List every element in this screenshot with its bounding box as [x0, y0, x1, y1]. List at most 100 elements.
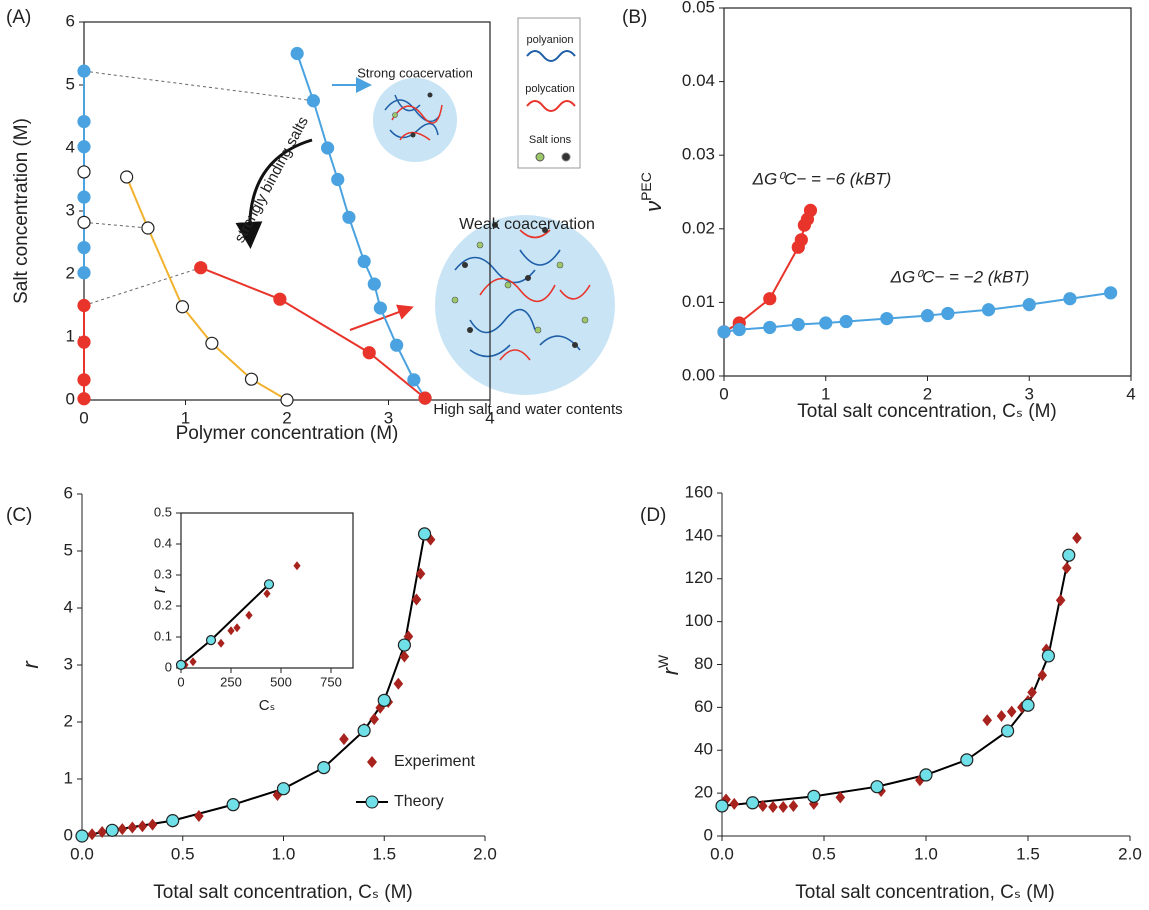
series-line [723, 210, 812, 333]
data-point [1072, 532, 1082, 545]
data-point [244, 372, 259, 386]
strong-coacervate-drop [373, 78, 457, 162]
y-tick-label: 0 [165, 659, 172, 674]
y-axis-title-sup: W [655, 654, 671, 668]
data-point [417, 527, 432, 541]
y-tick-label: 0.02 [682, 218, 715, 237]
data-point [982, 714, 992, 727]
legend-item: Experiment [367, 753, 475, 770]
x-tick-label: 0 [177, 674, 184, 689]
x-tick-label: 0.0 [70, 844, 94, 863]
annotation: ΔG⁰C− = −6 (kBT) [752, 169, 892, 188]
tie-line [83, 267, 201, 306]
data-point [321, 141, 335, 155]
data-point [397, 638, 411, 652]
data-point [317, 760, 331, 775]
y-tick-label: 60 [694, 697, 713, 716]
x-tick-label: 2.0 [473, 844, 497, 863]
data-point [263, 579, 275, 590]
data-point [870, 780, 884, 794]
data-point [77, 64, 91, 78]
data-point [127, 821, 138, 834]
y-axis-title-main: r [658, 666, 683, 675]
data-point [272, 788, 283, 801]
data-point [819, 316, 833, 330]
data-point [763, 320, 777, 335]
chain-icon [454, 249, 581, 358]
y-tick-label: 0.4 [154, 535, 172, 550]
data-point [137, 820, 148, 833]
y-tick-label: 5 [66, 74, 75, 93]
y-axis-title: rW [655, 654, 683, 675]
annotation: Weak coacervation [459, 216, 595, 233]
x-tick-label: 2.0 [1118, 844, 1142, 863]
x-axis-title: Polymer concentration (M) [176, 423, 399, 444]
data-point [342, 210, 356, 224]
data-point [369, 713, 379, 726]
series-line [200, 266, 426, 399]
data-point [839, 314, 853, 329]
x-tick-label: 0.5 [812, 844, 836, 863]
y-tick-label: 4 [64, 597, 73, 616]
y-tick-label: 0 [66, 389, 75, 408]
y-tick-label: 160 [685, 482, 713, 501]
data-point [788, 799, 799, 812]
data-point [77, 114, 91, 129]
data-point [393, 677, 404, 690]
data-point [77, 335, 91, 349]
data-point [919, 768, 933, 782]
data-point [290, 46, 304, 61]
data-point [189, 657, 197, 667]
legend-label: Experiment [394, 753, 475, 770]
data-point [717, 325, 731, 339]
chain-icon [384, 94, 441, 139]
data-point [280, 393, 294, 407]
salt-ions [410, 92, 578, 348]
data-point [1062, 548, 1076, 562]
y-axis-title: Salt concentration (M) [11, 118, 32, 304]
data-point [1022, 298, 1036, 312]
series-line [723, 291, 1111, 333]
y-tick-label: 0.03 [682, 145, 715, 164]
salt-ion-icon [535, 152, 545, 162]
annotation: Strong coacervation [357, 65, 473, 80]
data-point [1021, 698, 1035, 712]
data-point [362, 346, 376, 360]
panel-label: (C) [6, 505, 32, 526]
data-point [357, 723, 371, 738]
data-point [915, 774, 925, 787]
data-point [415, 567, 426, 580]
y-axis-title-main: Salt concentration (M) [11, 118, 32, 304]
y-tick-label: 0.1 [154, 628, 172, 643]
data-point [941, 306, 955, 321]
y-tick-label: 2 [64, 711, 73, 730]
x-tick-label: 3 [384, 408, 393, 427]
legend-item: Theory [365, 793, 444, 810]
data-point [331, 172, 345, 187]
y-tick-label: 0 [64, 825, 73, 844]
x-axis-title: Total salt concentration, Cₛ (M) [153, 882, 412, 903]
data-point [226, 798, 240, 812]
data-point [293, 561, 301, 571]
data-point [377, 693, 391, 707]
y-axis-title: r [18, 660, 43, 669]
data-point [1027, 686, 1037, 699]
data-point [803, 203, 818, 217]
data-point [205, 336, 219, 350]
x-axis-title: Cₛ [259, 697, 275, 714]
data-point [245, 610, 253, 620]
legend-swatch [365, 795, 379, 809]
chain-icon [391, 104, 443, 141]
data-point [732, 323, 746, 337]
panel-a-decor [235, 17, 615, 395]
data-point [77, 240, 91, 255]
data-point [1037, 669, 1048, 682]
x-tick-label: 4 [485, 408, 494, 427]
data-point [77, 190, 91, 204]
data-point [306, 94, 320, 108]
schematic-legend-box [517, 17, 581, 169]
x-tick-label: 1.5 [372, 844, 396, 863]
y-tick-label: 0.04 [682, 71, 715, 90]
annotation: polyanion [526, 34, 573, 46]
